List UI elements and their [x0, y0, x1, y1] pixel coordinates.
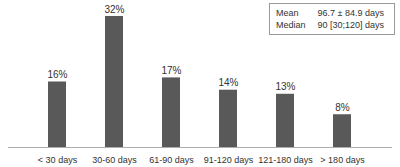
svg-text:91-120 days: 91-120 days — [204, 155, 254, 165]
svg-text:16%: 16% — [47, 69, 67, 80]
svg-text:61-90 days: 61-90 days — [149, 155, 194, 165]
svg-text:30-60 days: 30-60 days — [92, 155, 137, 165]
svg-text:> 180 days: > 180 days — [320, 155, 365, 165]
html-text:90 [30;120] days: 90 [30;120] days — [317, 20, 384, 30]
svg-text:13%: 13% — [275, 81, 295, 92]
svg-text:< 30 days: < 30 days — [38, 155, 78, 165]
html-text:Median: Median — [275, 20, 306, 30]
svg-text:14%: 14% — [218, 77, 238, 88]
html-text:96.7 ± 84.9 days: 96.7 ± 84.9 days — [317, 8, 384, 18]
svg-text:8%: 8% — [335, 102, 350, 113]
html-text:Mean: Mean — [275, 8, 299, 18]
svg-text:17%: 17% — [161, 65, 181, 76]
svg-text:32%: 32% — [104, 4, 124, 15]
svg-text:121-180 days: 121-180 days — [258, 155, 313, 165]
